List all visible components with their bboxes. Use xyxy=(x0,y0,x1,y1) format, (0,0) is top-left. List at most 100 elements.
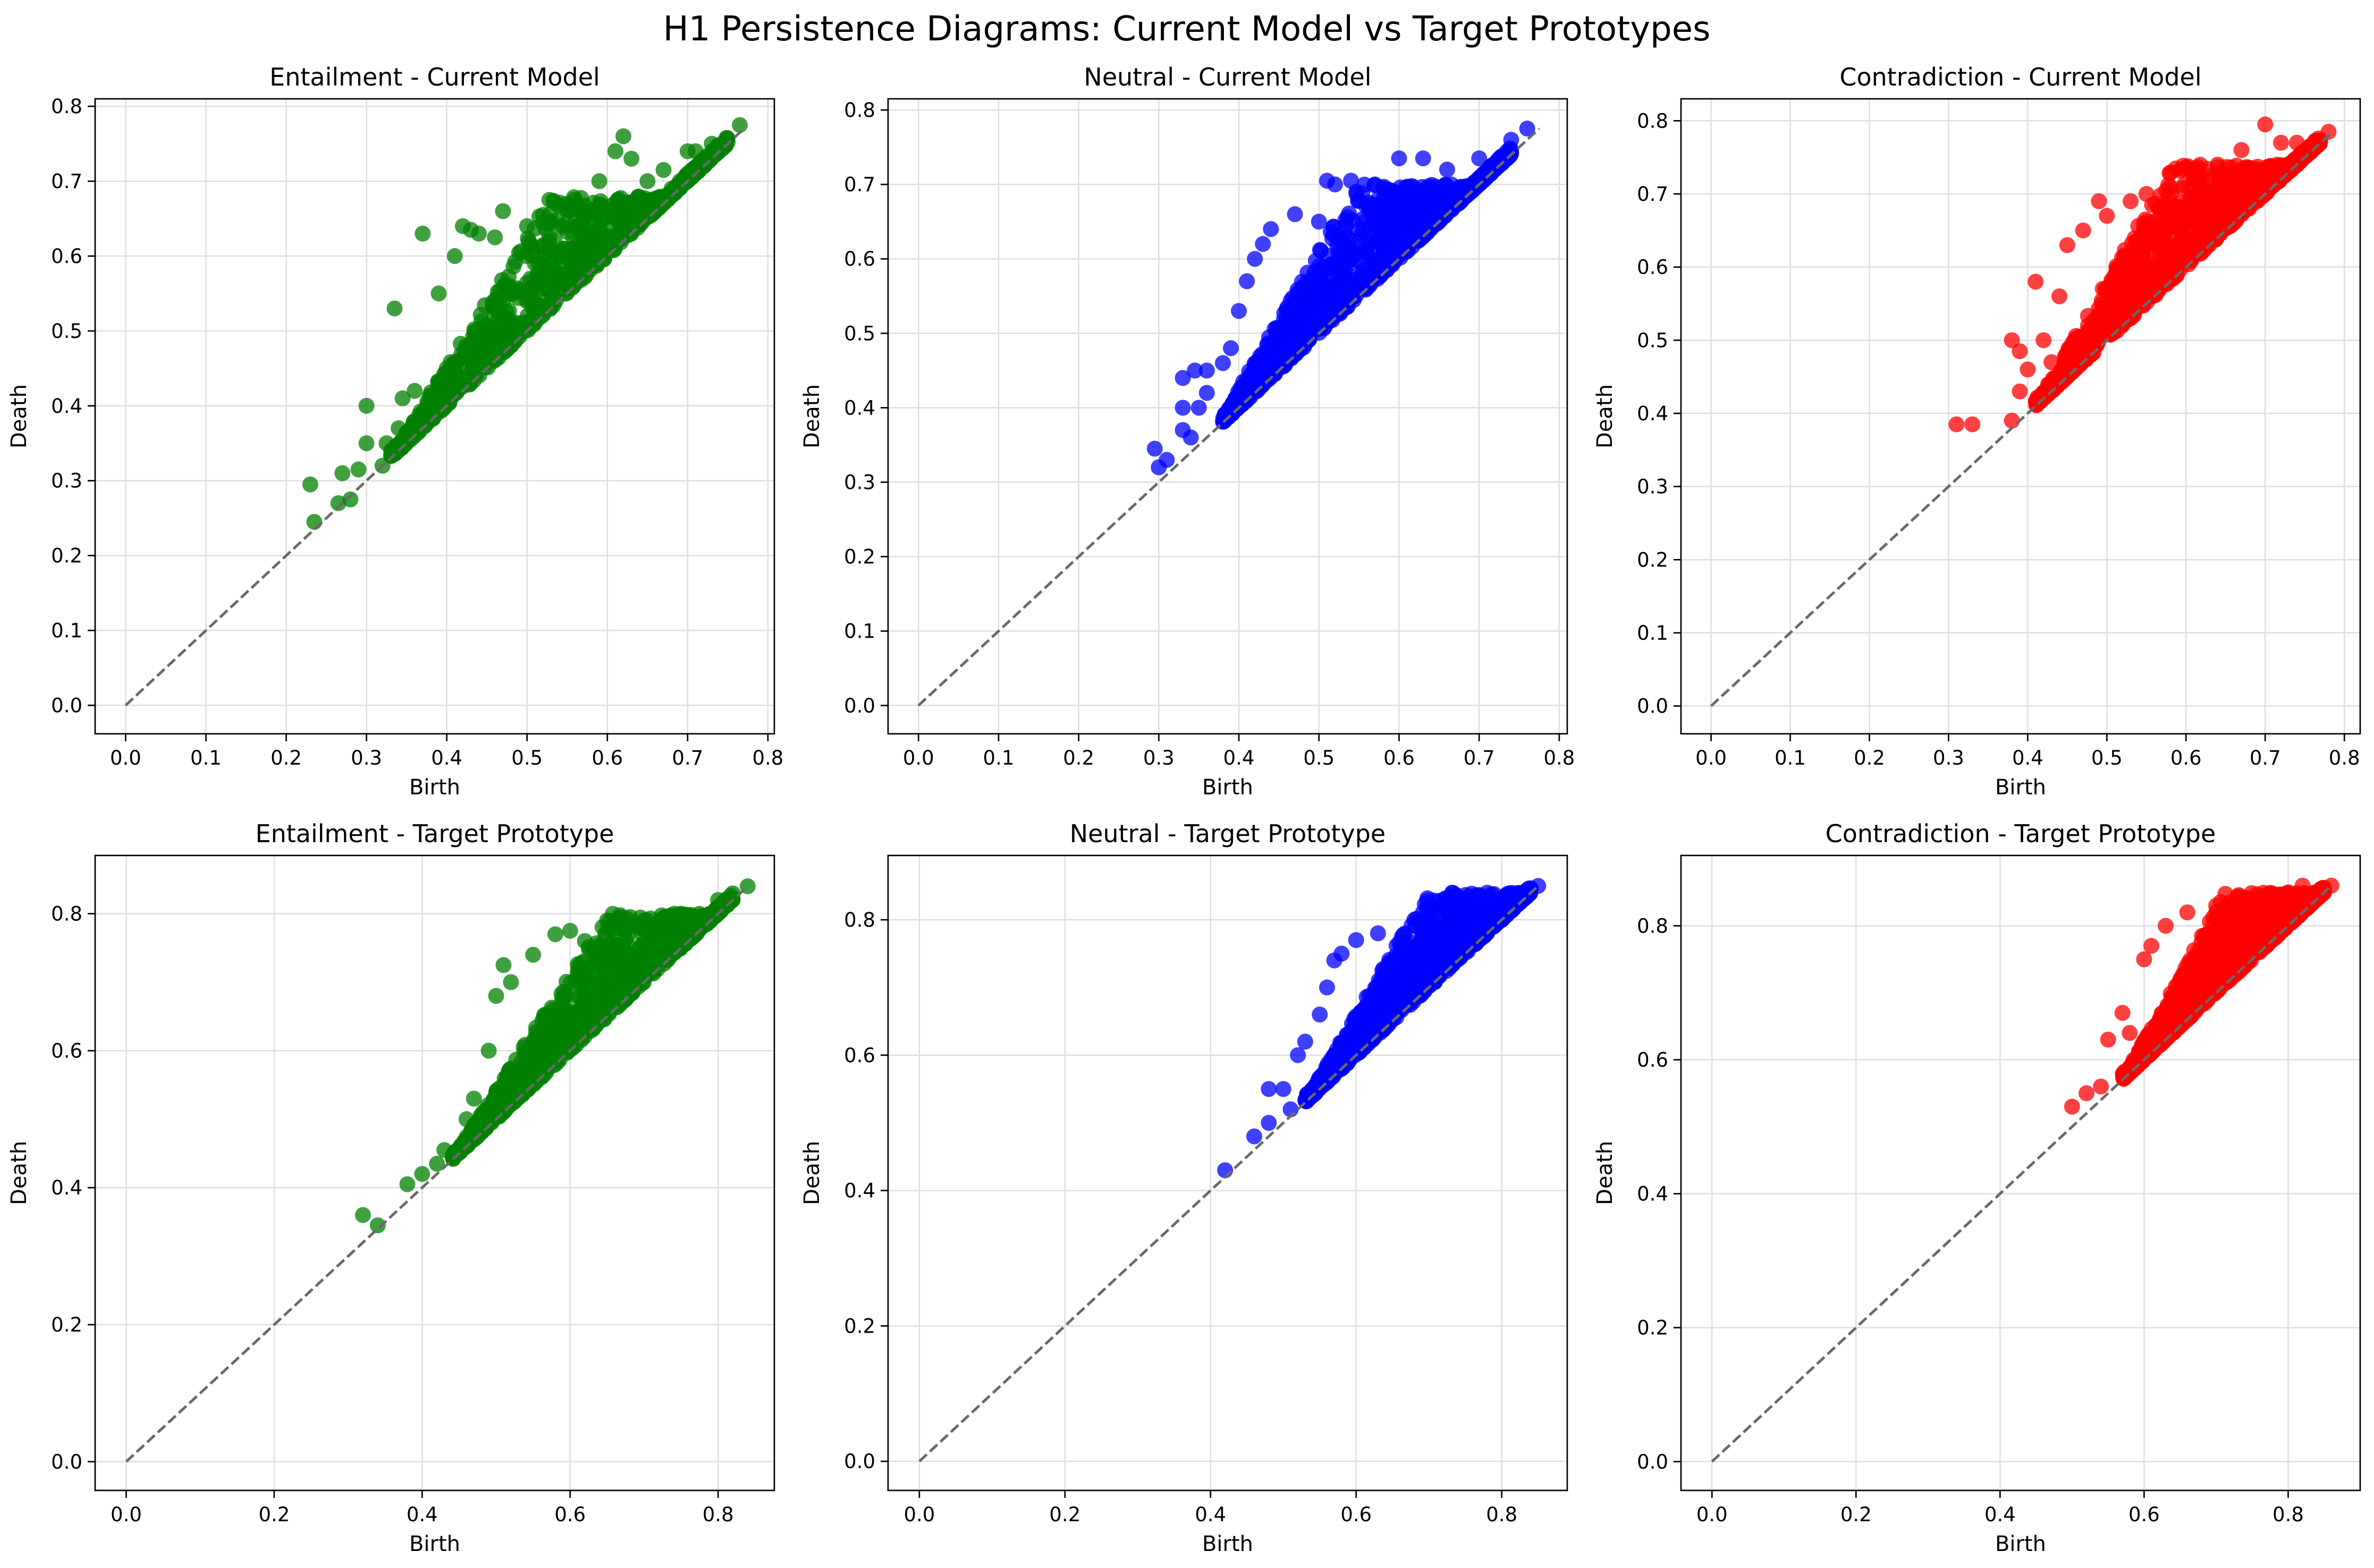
scatter-point xyxy=(514,1061,531,1078)
scatter-point xyxy=(580,1012,597,1029)
scatter-point xyxy=(1311,214,1327,230)
scatter-point xyxy=(2012,383,2028,400)
scatter-point xyxy=(2118,306,2134,323)
y-tick-label: 0.7 xyxy=(51,170,82,193)
scatter-point xyxy=(575,228,591,245)
scatter-point xyxy=(562,922,578,939)
scatter-point xyxy=(1190,400,1207,416)
scatter-point xyxy=(2012,343,2028,359)
scatter-point xyxy=(681,917,698,933)
x-tick-label: 0.0 xyxy=(903,747,934,769)
x-tick-label: 0.8 xyxy=(1544,747,1575,769)
scatter-point xyxy=(1327,176,1343,193)
scatter-point xyxy=(500,338,516,355)
scatter-point xyxy=(1287,206,1303,223)
scatter-point xyxy=(2288,134,2305,151)
scatter-point xyxy=(1425,190,1442,207)
series-entailment xyxy=(354,878,756,1234)
scatter-point xyxy=(648,194,664,211)
x-tick-label: 0.5 xyxy=(2091,747,2123,769)
y-tick-label: 0.4 xyxy=(51,1176,82,1199)
panel-title: Neutral - Current Model xyxy=(1084,63,1371,91)
scatter-point xyxy=(438,360,455,377)
y-tick-label: 0.0 xyxy=(844,694,875,717)
scatter-point xyxy=(1367,176,1383,193)
scatter-point xyxy=(591,173,607,190)
scatter-point xyxy=(1239,273,1255,290)
scatter-point xyxy=(466,1090,482,1107)
x-axis-label: Birth xyxy=(1202,775,1253,800)
scatter-point xyxy=(544,286,560,303)
x-tick-label: 0.8 xyxy=(703,1503,734,1526)
scatter-point xyxy=(1363,197,1379,213)
scatter-point xyxy=(2033,391,2049,408)
scatter-point xyxy=(487,229,503,245)
scatter-point xyxy=(480,1042,497,1059)
scatter-point xyxy=(2097,324,2114,341)
scatter-point xyxy=(458,1111,475,1128)
scatter-point xyxy=(1393,210,1410,226)
scatter-point xyxy=(2134,252,2151,268)
scatter-point xyxy=(1253,365,1269,382)
scatter-point xyxy=(1380,181,1397,198)
y-tick-label: 0.0 xyxy=(51,1451,82,1473)
scatter-point xyxy=(1503,132,1519,148)
series-entailment xyxy=(302,117,748,530)
y-tick-label: 0.8 xyxy=(844,99,875,122)
x-tick-label: 0.3 xyxy=(1143,747,1175,769)
scatter-point xyxy=(2258,175,2274,191)
x-tick-label: 0.1 xyxy=(983,747,1015,769)
scatter-point xyxy=(1519,121,1535,137)
scatter-point xyxy=(2186,171,2202,188)
scatter-point xyxy=(568,1005,585,1021)
scatter-point xyxy=(2123,193,2139,209)
panel-3: 0.0 0.1 0.2 0.3 0.4 0.5 0.6 0.7 0.80.00.10.20.30… xyxy=(1593,63,2361,800)
y-axis-label: Death xyxy=(7,384,31,448)
scatter-point xyxy=(1287,293,1303,310)
scatter-point xyxy=(630,974,646,990)
scatter-point xyxy=(457,1138,473,1154)
scatter-point xyxy=(516,323,533,339)
scatter-point xyxy=(1354,211,1371,227)
x-tick-label: 0.4 xyxy=(2012,747,2043,769)
scatter-point xyxy=(537,1053,553,1069)
y-tick-label: 0.2 xyxy=(1637,548,1668,571)
scatter-point xyxy=(1215,410,1231,426)
scatter-point xyxy=(2091,193,2107,209)
x-tick-label: 0.6 xyxy=(554,1503,586,1526)
scatter-point xyxy=(578,253,594,269)
scatter-point xyxy=(407,383,423,399)
scatter-point xyxy=(616,962,633,979)
scatter-point xyxy=(1159,452,1175,468)
y-tick-label: 0.7 xyxy=(1637,183,1668,206)
scatter-point xyxy=(503,974,519,990)
y-tick-label: 0.1 xyxy=(1637,622,1668,645)
scatter-point xyxy=(1387,194,1403,210)
scatter-point xyxy=(664,918,681,934)
scatter-point xyxy=(628,196,645,213)
plot-area xyxy=(125,878,756,1463)
scatter-point xyxy=(2287,155,2304,171)
scatter-point xyxy=(1336,268,1352,285)
scatter-point xyxy=(596,968,612,984)
panel-2: 0.0 0.1 0.2 0.3 0.4 0.5 0.6 0.7 0.80.00.10.20.30… xyxy=(800,63,1575,800)
scatter-point xyxy=(607,143,623,159)
scatter-point xyxy=(2196,211,2212,227)
scatter-point xyxy=(358,397,375,414)
scatter-point xyxy=(512,1077,529,1094)
scatter-point xyxy=(448,385,464,401)
scatter-point xyxy=(525,946,542,963)
scatter-point xyxy=(673,905,689,922)
scatter-point xyxy=(495,203,511,219)
scatter-point xyxy=(2059,237,2075,253)
x-tick-label: 0.0 xyxy=(110,747,141,769)
scatter-point xyxy=(415,225,431,242)
scatter-point xyxy=(2075,222,2091,239)
x-axis-label: Birth xyxy=(1995,775,2046,800)
scatter-point xyxy=(2043,354,2060,370)
scatter-point xyxy=(687,143,704,159)
y-tick-label: 0.8 xyxy=(1637,109,1668,132)
scatter-point xyxy=(394,390,411,406)
scatter-point xyxy=(1415,150,1431,167)
scatter-point xyxy=(334,465,351,481)
